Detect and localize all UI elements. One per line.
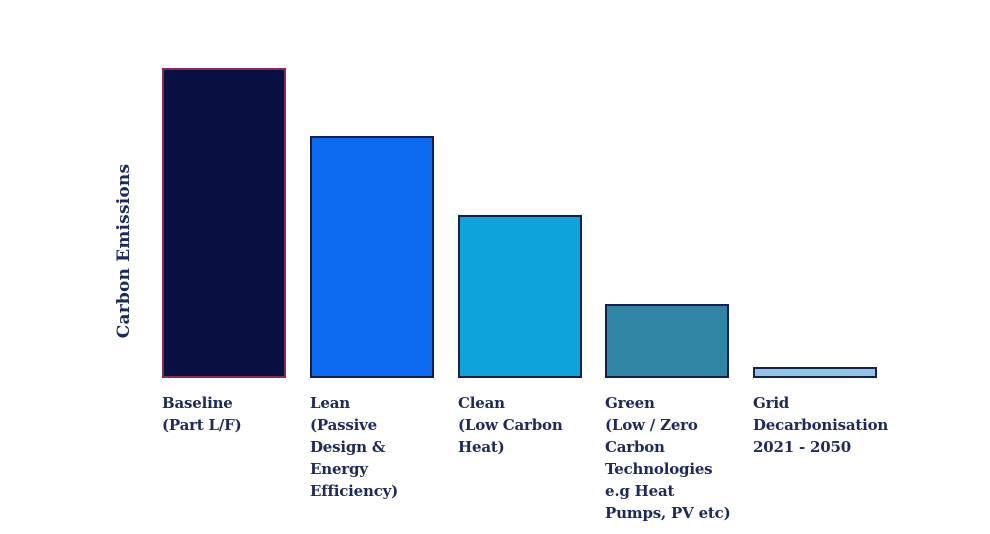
bar-clean bbox=[458, 215, 582, 378]
bar-label-grid-decarbonisation: Grid Decarbonisation 2021 - 2050 bbox=[753, 394, 889, 456]
bar-lean bbox=[310, 136, 434, 378]
bar-green bbox=[605, 304, 729, 378]
y-axis-label: Carbon Emissions bbox=[114, 163, 134, 339]
bar-label-clean: Clean (Low Carbon Heat) bbox=[458, 394, 563, 456]
bar-grid-decarbonisation bbox=[753, 367, 877, 378]
bar-baseline bbox=[162, 68, 286, 378]
bar-label-baseline: Baseline (Part L/F) bbox=[162, 394, 242, 434]
bar-label-lean: Lean (Passive Design & Energy Efficiency… bbox=[310, 394, 399, 500]
bar-label-green: Green (Low / Zero Carbon Technologies e.… bbox=[605, 394, 731, 522]
